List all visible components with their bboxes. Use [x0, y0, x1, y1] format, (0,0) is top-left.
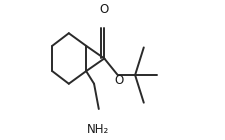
Text: NH₂: NH₂ [87, 123, 109, 136]
Text: O: O [114, 74, 123, 87]
Text: O: O [99, 3, 108, 16]
